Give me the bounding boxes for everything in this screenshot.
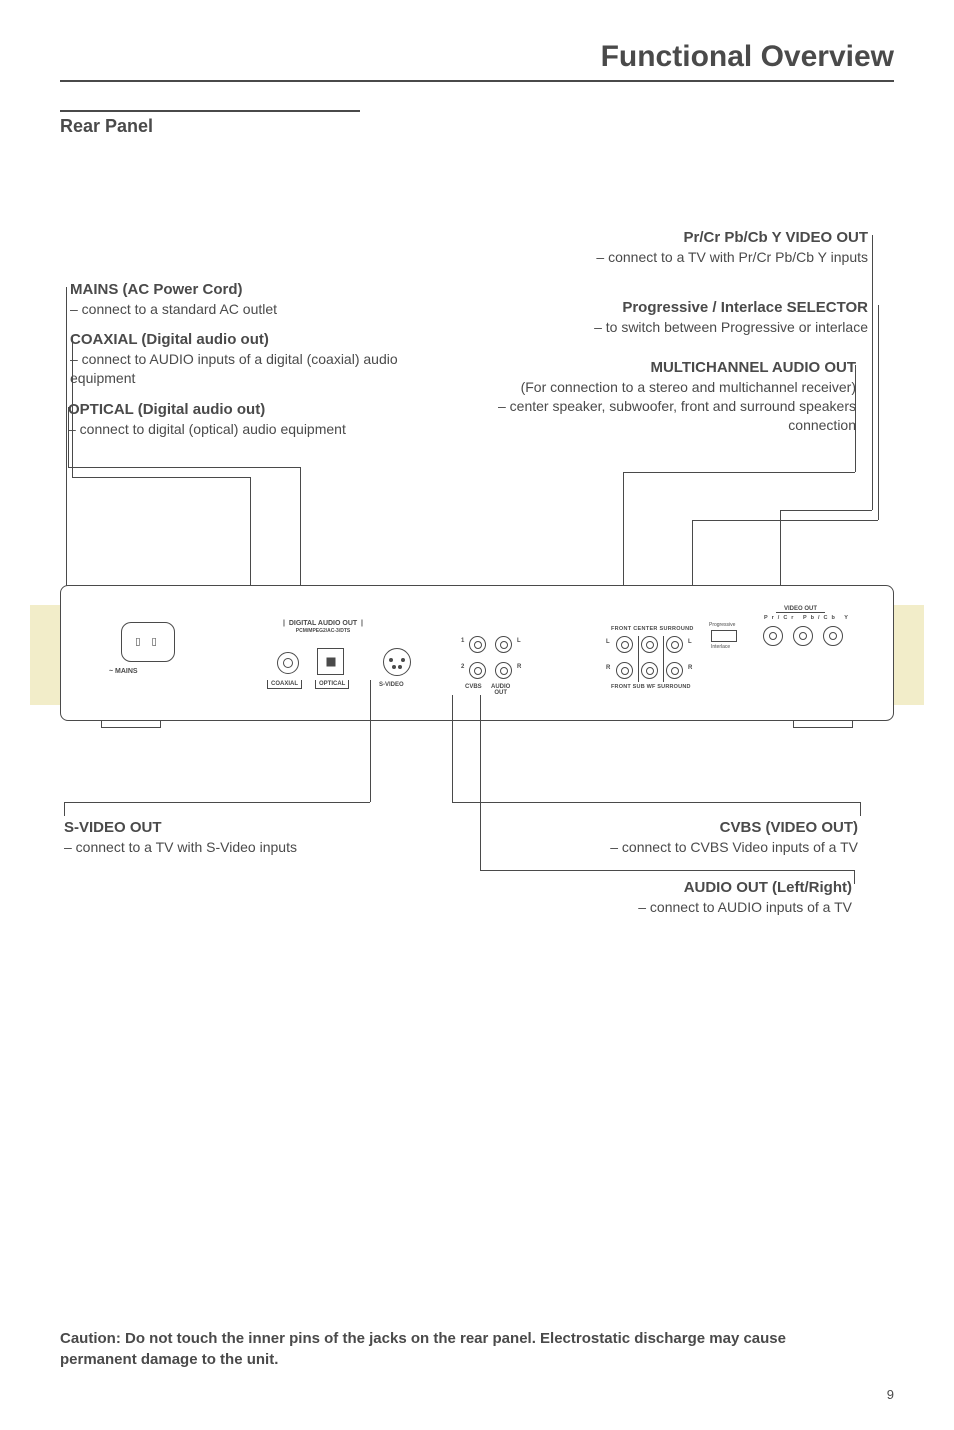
rear-panel-diagram: ▯ ▯ ~ MAINS | DIGITAL AUDIO OUT | PCM/MP… bbox=[30, 575, 924, 735]
mc-subwoofer bbox=[641, 662, 658, 679]
leader-line bbox=[452, 695, 453, 802]
callout-component: Pr/Cr Pb/Cb Y VIDEO OUT – connect to a T… bbox=[508, 228, 868, 267]
leader-line bbox=[72, 477, 250, 478]
callout-optical: OPTICAL (Digital audio out) – connect to… bbox=[68, 400, 398, 439]
label-1: 1 bbox=[461, 638, 464, 644]
selector-switch bbox=[711, 630, 737, 642]
callout-mains-heading: MAINS (AC Power Cord) bbox=[70, 280, 400, 300]
mc-label-r: R bbox=[606, 665, 610, 671]
callout-component-heading: Pr/Cr Pb/Cb Y VIDEO OUT bbox=[508, 228, 868, 248]
leader-line bbox=[692, 520, 878, 521]
video-out-label: VIDEO OUT bbox=[776, 606, 825, 613]
digital-audio-out-label: | DIGITAL AUDIO OUT | PCM/MPEG2/AC-3/DTS bbox=[283, 620, 363, 635]
leader-line bbox=[872, 235, 873, 510]
audio-jack-l bbox=[495, 636, 512, 653]
callout-svideo: S-VIDEO OUT – connect to a TV with S-Vid… bbox=[64, 818, 404, 857]
footer-caution: Caution: Do not touch the inner pins of … bbox=[60, 1328, 840, 1370]
mc-surround-l bbox=[666, 636, 683, 653]
callout-multichannel-line2: – center speaker, subwoofer, front and s… bbox=[456, 397, 856, 435]
leader-line bbox=[64, 802, 65, 816]
chassis-outline: ▯ ▯ ~ MAINS | DIGITAL AUDIO OUT | PCM/MP… bbox=[60, 585, 894, 721]
mc-label-l2: L bbox=[688, 639, 692, 645]
mc-center bbox=[641, 636, 658, 653]
coaxial-label: COAXIAL bbox=[267, 680, 302, 689]
leader-line bbox=[68, 407, 69, 467]
leader-line bbox=[780, 510, 872, 511]
callout-svideo-heading: S-VIDEO OUT bbox=[64, 818, 404, 838]
audio-out-label: AUDIO OUT bbox=[491, 684, 510, 696]
callout-coaxial-heading: COAXIAL (Digital audio out) bbox=[70, 330, 400, 350]
cvbs-jack-1 bbox=[469, 636, 486, 653]
optical-label: OPTICAL bbox=[315, 680, 349, 689]
callout-multichannel-line1: (For connection to a stereo and multicha… bbox=[456, 378, 856, 397]
callout-selector-heading: Progressive / Interlace SELECTOR bbox=[468, 298, 868, 318]
video-out-sublabel: Pr/Cr Pb/Cb Y bbox=[764, 615, 852, 621]
callout-optical-heading: OPTICAL (Digital audio out) bbox=[68, 400, 398, 420]
leader-line bbox=[64, 802, 370, 803]
mc-bottom-label: FRONT SUB WF SURROUND bbox=[611, 684, 691, 690]
callout-mains: MAINS (AC Power Cord) – connect to a sta… bbox=[70, 280, 400, 319]
mc-front-r bbox=[616, 662, 633, 679]
callout-cvbs: CVBS (VIDEO OUT) – connect to CVBS Video… bbox=[458, 818, 858, 857]
leader-line bbox=[623, 472, 855, 473]
optical-jack bbox=[317, 648, 344, 675]
callout-cvbs-heading: CVBS (VIDEO OUT) bbox=[458, 818, 858, 838]
leader-line bbox=[480, 870, 854, 871]
mc-label-l: L bbox=[606, 639, 610, 645]
audio-jack-r bbox=[495, 662, 512, 679]
leader-line bbox=[854, 870, 855, 884]
leader-line bbox=[370, 680, 371, 802]
chassis-foot bbox=[101, 720, 161, 728]
cvbs-jack-2 bbox=[469, 662, 486, 679]
callout-audioout-text: – connect to AUDIO inputs of a TV bbox=[452, 898, 852, 917]
leader-line bbox=[452, 802, 860, 803]
callout-optical-text: – connect to digital (optical) audio equ… bbox=[68, 420, 398, 439]
leader-line bbox=[855, 365, 856, 472]
mc-top-label: FRONT CENTER SURROUND bbox=[611, 626, 694, 632]
coaxial-jack bbox=[277, 652, 299, 674]
leader-line bbox=[68, 467, 300, 468]
chassis-foot bbox=[793, 720, 853, 728]
label-l: L bbox=[517, 638, 521, 644]
component-pr bbox=[763, 626, 783, 646]
mc-label-r2: R bbox=[688, 665, 692, 671]
callout-audioout: AUDIO OUT (Left/Right) – connect to AUDI… bbox=[452, 878, 852, 917]
svideo-label: S-VIDEO bbox=[379, 682, 404, 688]
callout-coaxial-text: – connect to AUDIO inputs of a digital (… bbox=[70, 350, 400, 388]
page-number: 9 bbox=[887, 1387, 894, 1402]
callout-component-text: – connect to a TV with Pr/Cr Pb/Cb Y inp… bbox=[508, 248, 868, 267]
callout-audioout-heading: AUDIO OUT (Left/Right) bbox=[452, 878, 852, 898]
callout-selector-text: – to switch between Progressive or inter… bbox=[468, 318, 868, 337]
callout-svideo-text: – connect to a TV with S-Video inputs bbox=[64, 838, 404, 857]
mains-socket: ▯ ▯ bbox=[121, 622, 175, 662]
callout-mains-text: – connect to a standard AC outlet bbox=[70, 300, 400, 319]
selector-interlace-label: Interlace bbox=[711, 644, 730, 650]
callout-multichannel-heading: MULTICHANNEL AUDIO OUT bbox=[456, 358, 856, 378]
callout-multichannel: MULTICHANNEL AUDIO OUT (For connection t… bbox=[456, 358, 856, 435]
callout-cvbs-text: – connect to CVBS Video inputs of a TV bbox=[458, 838, 858, 857]
page-title: Functional Overview bbox=[60, 40, 894, 82]
leader-line bbox=[66, 287, 67, 592]
label-r: R bbox=[517, 664, 521, 670]
dao-title: DIGITAL AUDIO OUT bbox=[289, 620, 357, 627]
component-y bbox=[823, 626, 843, 646]
mc-separator bbox=[638, 636, 639, 682]
mc-surround-r bbox=[666, 662, 683, 679]
audio-out-text-2: OUT bbox=[494, 690, 507, 696]
dao-sub: PCM/MPEG2/AC-3/DTS bbox=[296, 628, 350, 634]
callout-coaxial: COAXIAL (Digital audio out) – connect to… bbox=[70, 330, 400, 388]
svideo-jack bbox=[383, 648, 411, 676]
cvbs-label: CVBS bbox=[465, 684, 482, 690]
mc-front-l bbox=[616, 636, 633, 653]
leader-line bbox=[878, 305, 879, 520]
mc-separator bbox=[663, 636, 664, 682]
leader-line bbox=[860, 802, 861, 816]
leader-line bbox=[72, 337, 73, 477]
selector-progressive-label: Progressive bbox=[709, 622, 735, 628]
component-pb bbox=[793, 626, 813, 646]
callout-selector: Progressive / Interlace SELECTOR – to sw… bbox=[468, 298, 868, 337]
mains-label: ~ MAINS bbox=[109, 668, 138, 675]
label-2: 2 bbox=[461, 664, 464, 670]
section-heading: Rear Panel bbox=[60, 110, 360, 137]
